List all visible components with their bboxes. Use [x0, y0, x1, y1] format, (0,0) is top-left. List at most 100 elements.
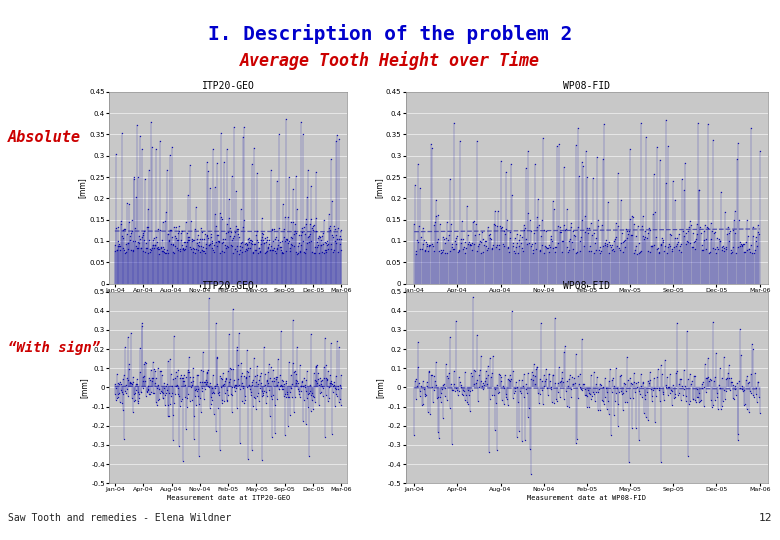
Point: [573, 237, 586, 245]
Point: [209, 426, 222, 435]
Point: [292, 379, 304, 388]
Point: [246, 237, 258, 245]
Point: [486, 369, 498, 377]
Point: [505, 307, 518, 316]
Point: [222, 378, 235, 387]
Point: [116, 244, 129, 253]
Point: [180, 402, 193, 411]
Point: [571, 248, 583, 256]
Point: [433, 246, 445, 255]
Point: [710, 249, 722, 258]
Point: [223, 213, 236, 222]
Point: [204, 379, 216, 387]
Point: [749, 245, 761, 254]
Point: [306, 396, 318, 404]
Point: [490, 399, 502, 408]
Point: [499, 393, 512, 401]
Point: [261, 233, 273, 241]
Point: [314, 374, 326, 383]
Point: [697, 226, 710, 235]
Point: [328, 401, 341, 410]
Point: [736, 385, 748, 394]
Point: [413, 184, 426, 192]
Point: [639, 391, 651, 400]
Point: [636, 393, 648, 401]
Point: [332, 224, 344, 233]
Point: [317, 392, 329, 400]
Point: [670, 319, 682, 328]
Point: [438, 235, 450, 244]
Point: [238, 372, 250, 381]
Point: [714, 236, 726, 245]
Point: [183, 368, 195, 376]
Point: [161, 412, 174, 421]
X-axis label: Measurement date at WP08-FID: Measurement date at WP08-FID: [527, 295, 647, 301]
Point: [267, 391, 279, 400]
Point: [222, 219, 234, 228]
Point: [447, 245, 459, 253]
Point: [616, 406, 629, 414]
Point: [326, 429, 339, 438]
Point: [151, 244, 163, 252]
Point: [597, 119, 610, 128]
Point: [745, 389, 757, 398]
Point: [263, 240, 275, 248]
Point: [522, 147, 534, 156]
Point: [647, 374, 660, 382]
Point: [305, 237, 317, 246]
Point: [633, 389, 646, 398]
Point: [465, 241, 477, 249]
Point: [179, 218, 192, 226]
Point: [437, 233, 449, 241]
Point: [138, 360, 151, 368]
Point: [257, 391, 270, 400]
Point: [207, 145, 219, 154]
Point: [576, 335, 589, 343]
X-axis label: Measurement date at WP08-FID: Measurement date at WP08-FID: [527, 495, 647, 501]
Point: [205, 233, 218, 242]
Point: [674, 374, 686, 383]
Point: [523, 445, 536, 454]
Point: [290, 376, 303, 384]
Point: [161, 230, 174, 238]
Point: [440, 360, 452, 368]
Point: [133, 238, 145, 246]
Point: [506, 239, 519, 247]
Point: [211, 231, 224, 240]
Point: [704, 376, 717, 384]
Point: [144, 376, 157, 384]
Point: [695, 380, 707, 388]
Point: [588, 228, 601, 237]
Point: [247, 144, 260, 152]
Point: [713, 363, 725, 372]
Point: [574, 369, 587, 378]
Point: [412, 363, 424, 372]
Point: [734, 325, 746, 333]
Point: [307, 369, 320, 377]
Point: [652, 248, 665, 257]
Point: [673, 230, 686, 239]
Point: [231, 225, 243, 233]
Point: [680, 229, 693, 238]
Point: [215, 399, 228, 407]
Point: [165, 226, 177, 234]
Point: [519, 380, 532, 388]
Point: [443, 404, 456, 413]
Point: [634, 369, 647, 378]
Point: [491, 221, 504, 230]
Point: [252, 238, 264, 246]
Point: [633, 387, 645, 396]
Point: [582, 229, 594, 238]
Point: [166, 389, 179, 397]
Point: [122, 245, 134, 253]
Point: [321, 237, 333, 245]
Point: [173, 442, 186, 451]
Point: [271, 381, 283, 389]
Point: [668, 195, 681, 204]
Point: [629, 245, 641, 254]
Point: [422, 247, 434, 256]
Point: [234, 246, 246, 254]
Point: [192, 385, 204, 394]
Point: [287, 315, 300, 324]
Point: [185, 245, 197, 254]
